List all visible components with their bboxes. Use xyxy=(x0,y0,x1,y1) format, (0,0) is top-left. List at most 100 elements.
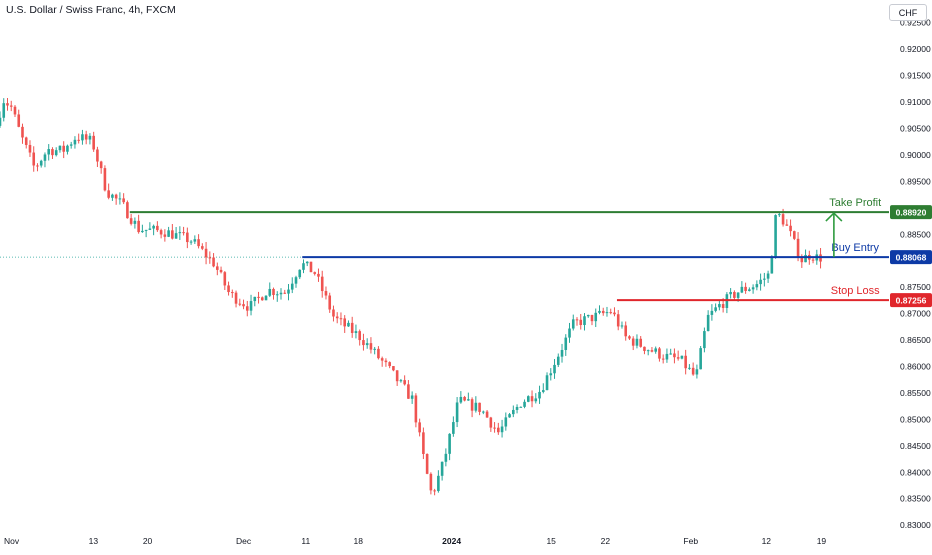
candle xyxy=(414,393,418,428)
buy-entry-level[interactable]: Buy Entry 0.88068 xyxy=(302,242,932,265)
candle xyxy=(418,418,421,437)
candle xyxy=(317,268,320,282)
candle xyxy=(358,329,361,346)
candle xyxy=(819,248,822,269)
candle xyxy=(163,229,167,242)
candle xyxy=(156,221,159,232)
candle xyxy=(58,145,62,153)
candle xyxy=(111,193,114,201)
candle xyxy=(290,277,294,294)
candle xyxy=(309,261,313,273)
price-tick: 0.84500 xyxy=(900,441,931,451)
candle xyxy=(6,98,9,111)
candle xyxy=(114,193,118,205)
candle xyxy=(452,416,455,437)
candle xyxy=(73,136,77,149)
candle xyxy=(362,333,365,351)
candle xyxy=(523,399,526,409)
candle xyxy=(81,129,84,145)
candle xyxy=(703,327,706,353)
candle xyxy=(448,433,451,461)
price-tick: 0.91000 xyxy=(900,97,931,107)
candle xyxy=(347,320,350,327)
candle xyxy=(744,282,747,294)
time-tick: 18 xyxy=(354,536,364,546)
candle xyxy=(92,131,95,152)
candle xyxy=(216,262,219,276)
candle xyxy=(706,310,710,332)
currency-button[interactable]: CHF xyxy=(889,4,927,21)
candle xyxy=(635,334,639,349)
candle xyxy=(118,192,122,205)
candle xyxy=(107,183,110,200)
candle xyxy=(2,98,6,122)
candles-layer xyxy=(0,98,889,496)
candle xyxy=(583,313,586,331)
candle xyxy=(579,313,583,330)
candle xyxy=(178,226,182,240)
candle xyxy=(478,402,481,416)
candle xyxy=(159,228,163,239)
price-tick: 0.88500 xyxy=(900,229,931,239)
candle xyxy=(343,315,347,333)
candle xyxy=(373,346,376,355)
candle xyxy=(320,270,324,298)
candle xyxy=(260,296,264,301)
take-profit-price-tag xyxy=(890,205,932,220)
candle xyxy=(189,239,193,245)
price-tick: 0.87500 xyxy=(900,282,931,292)
candle xyxy=(234,290,238,308)
candle xyxy=(594,308,598,328)
candle xyxy=(598,305,601,315)
candle xyxy=(646,349,650,356)
candle xyxy=(470,397,474,418)
candle xyxy=(103,165,107,192)
candle xyxy=(714,303,717,313)
time-tick: 19 xyxy=(817,536,827,546)
candle xyxy=(99,160,103,174)
candle xyxy=(684,349,687,375)
candle xyxy=(182,226,185,236)
candle xyxy=(590,314,594,326)
candle xyxy=(804,249,807,263)
candle xyxy=(695,364,699,379)
symbol-title: U.S. Dollar / Swiss Franc, 4h, FXCM xyxy=(6,4,176,16)
candle xyxy=(32,146,36,172)
candle xyxy=(789,219,792,237)
candle xyxy=(680,355,684,360)
candle xyxy=(137,214,140,234)
candle xyxy=(613,307,616,317)
candle xyxy=(328,292,332,313)
candle xyxy=(167,226,170,238)
candle xyxy=(467,392,470,401)
candle xyxy=(403,375,406,386)
price-tick: 0.91500 xyxy=(900,71,931,81)
candle xyxy=(785,219,789,226)
candle xyxy=(384,358,388,367)
candle xyxy=(440,461,444,481)
take-profit-level[interactable]: Take Profit 0.88920 xyxy=(129,197,932,220)
candle xyxy=(399,378,403,383)
candle xyxy=(279,288,283,300)
candle xyxy=(13,105,17,118)
candle xyxy=(718,300,721,311)
time-tick: 13 xyxy=(89,536,99,546)
candle xyxy=(272,287,275,300)
time-tick: 12 xyxy=(762,536,772,546)
candle xyxy=(422,427,425,460)
candle xyxy=(298,269,302,280)
stop-loss-label: Stop Loss xyxy=(831,285,880,297)
candle xyxy=(530,390,534,408)
candle xyxy=(654,346,657,354)
candle xyxy=(339,312,343,326)
candle xyxy=(699,345,702,370)
candle xyxy=(324,286,328,300)
stop-loss-price-tag xyxy=(890,293,932,308)
stop-loss-level[interactable]: Stop Loss 0.87256 xyxy=(616,285,932,308)
candle xyxy=(553,359,556,379)
candle xyxy=(444,448,448,467)
candle xyxy=(485,410,489,418)
candle xyxy=(245,300,249,317)
